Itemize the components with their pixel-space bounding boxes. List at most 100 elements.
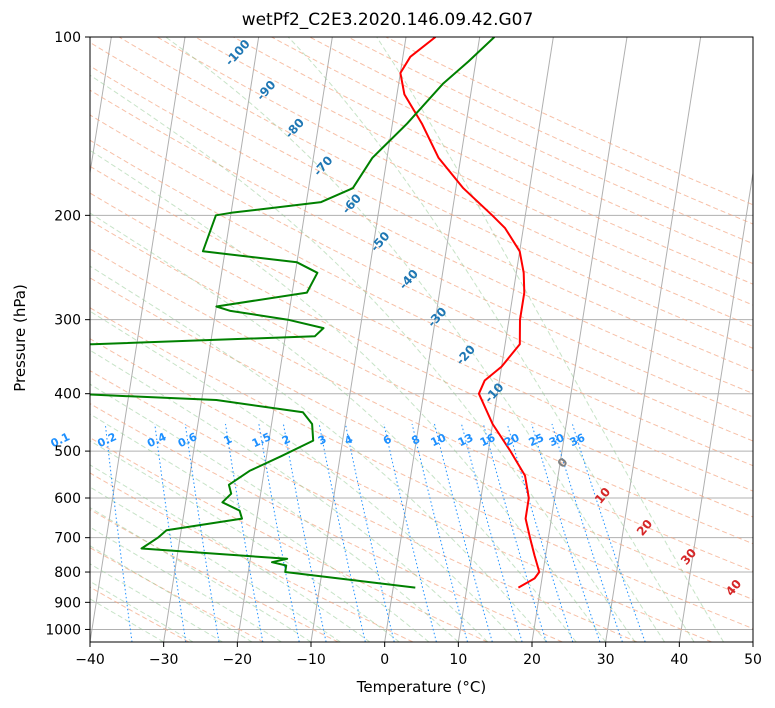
moist-adiabat-line [90,526,282,642]
moist-adiabat-line [165,37,666,642]
x-tick-label: 20 [523,652,541,668]
dry-adiabat-line [90,114,753,442]
mixing-ratio-label: 20 [502,431,522,449]
moist-adiabat-line [90,349,489,642]
dry-adiabat-line [271,37,753,265]
dry-adiabat-label: -60 [339,191,364,216]
mixing-ratio-line [104,423,133,642]
x-tick-label: 30 [597,652,615,668]
mixing-ratio-label: 16 [478,431,498,449]
dry-adiabat-line [90,472,414,642]
dry-adiabat-label: -80 [282,116,307,141]
x-tick-label: 10 [449,652,467,668]
y-tick-label: 300 [54,313,81,329]
dry-adiabat-line [90,139,753,467]
moist-adiabat-label: 40 [723,577,744,599]
mixing-ratio-label: 0.6 [176,430,199,450]
dewpoint-line [90,37,496,589]
dry-adiabat-line [385,37,753,206]
dry-adiabat-line [195,37,753,306]
moist-adiabat-line [90,598,164,642]
dry-adiabat-line [90,65,753,395]
mixing-ratio-label: 3 [316,433,328,448]
moist-adiabat-label: 20 [634,517,655,539]
moist-adiabat-line [90,310,518,642]
mixing-ratio-line [282,423,327,642]
moist-adiabat-line [90,580,194,642]
line-labels: -100-90-80-70-60-50-40-30-20-100.1 0.2 0.4… [49,37,745,599]
dry-adiabat-label: -100 [222,37,252,69]
mixing-ratio-line [154,423,187,642]
background-lines [90,37,753,642]
mixing-ratio-label: 30 [547,431,567,449]
moist-adiabat-label: 30 [678,546,699,568]
dry-adiabat-line [90,219,753,545]
temperature-line [399,37,541,589]
y-tick-label: 600 [54,491,81,507]
dry-adiabat-line [90,192,753,518]
dry-adiabat-label: -50 [368,229,393,254]
x-tick-label: 50 [744,652,762,668]
dry-adiabat-label: -10 [482,380,507,405]
moist-adiabat-line [90,149,607,642]
y-tick-label: 400 [54,387,81,403]
mixing-ratio-line [225,423,264,642]
x-tick-label: −20 [223,652,253,668]
x-tick-label: 0 [380,652,389,668]
mixing-ratio-line [258,423,300,642]
isotherm-line [678,169,753,642]
chart-title: wetPf2_C2E3.2020.146.09.42.G07 [241,10,534,30]
plot-frame [89,36,754,643]
mixing-ratio-label: 0.4 [145,430,168,450]
mixing-ratio-line [461,423,523,642]
mixing-ratio-label: 1.5 [250,430,273,450]
dry-adiabat-line [90,338,712,642]
mixing-ratio-label: 25 [527,431,546,449]
dry-adiabat-line [156,37,753,327]
y-tick-label: 700 [54,531,81,547]
mixing-ratio-line [411,423,468,642]
isotherm-line [531,37,628,642]
moist-adiabat-line [90,383,459,642]
dry-adiabat-line [90,165,753,492]
moist-adiabat-line [376,37,724,642]
mixing-ratio-label: 2 [280,433,292,448]
x-axis-label: Temperature (°C) [356,678,487,696]
mixing-ratio-line [531,423,601,642]
moist-adiabat-line [90,563,223,642]
mixing-ratio-label: 10 [429,431,449,449]
moist-adiabat-line [287,37,695,642]
isotherm-line [384,37,481,642]
moist-adiabat-line [90,464,371,642]
mixing-ratio-line [551,423,623,642]
isotherm-line [752,638,753,642]
dry-adiabat-label: -70 [311,153,336,178]
y-tick-label: 200 [54,208,81,224]
moist-adiabat-label: 0 [555,455,571,470]
dry-adiabat-line [90,248,753,572]
mixing-ratio-line [434,423,493,642]
moist-adiabat-line [90,413,430,642]
isotherm-line [90,37,112,177]
moist-adiabat-line [90,486,341,642]
mixing-ratio-label: 8 [410,433,422,448]
moist-adiabat-line [90,74,636,642]
mixing-ratio-label: 6 [381,432,394,447]
moist-adiabat-line [90,545,253,642]
dry-adiabat-label: -30 [425,305,450,330]
mixing-ratio-label: 0.2 [95,430,118,450]
dry-adiabat-line [347,37,753,225]
mixing-ratio-line [383,423,437,642]
x-tick-label: −40 [75,652,105,668]
x-tick-label: −10 [296,652,326,668]
y-tick-label: 800 [54,565,81,581]
data-lines [90,37,541,589]
y-tick-label: 100 [54,30,81,46]
dry-adiabat-label: -20 [453,342,478,367]
dry-adiabat-line [90,307,753,630]
y-tick-label: 500 [54,444,81,460]
x-tick-label: −30 [149,652,179,668]
mixing-ratio-line [482,423,547,642]
mixing-ratio-line [345,423,395,642]
